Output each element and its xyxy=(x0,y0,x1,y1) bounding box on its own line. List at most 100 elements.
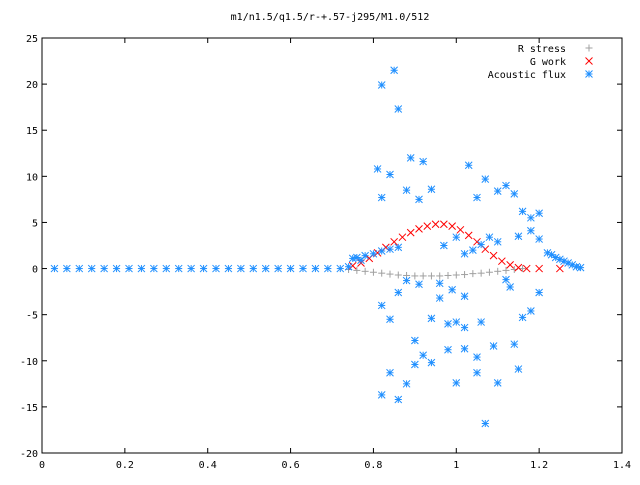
data-point xyxy=(477,318,485,326)
data-point xyxy=(452,233,461,242)
data-point xyxy=(502,181,510,190)
data-point xyxy=(519,265,527,273)
data-point xyxy=(415,195,423,204)
data-point xyxy=(435,294,444,302)
x-tick-label: 0 xyxy=(39,460,45,471)
data-point xyxy=(344,262,353,271)
data-point xyxy=(460,292,469,301)
data-point xyxy=(137,264,146,273)
data-point xyxy=(377,301,386,310)
data-point xyxy=(502,266,510,274)
data-point xyxy=(494,267,502,275)
data-point xyxy=(518,207,527,216)
data-point xyxy=(369,268,377,276)
y-tick-label: 15 xyxy=(26,126,38,137)
data-point xyxy=(473,193,481,202)
data-point xyxy=(415,280,423,289)
data-point xyxy=(527,226,535,235)
data-point xyxy=(556,264,564,273)
data-point xyxy=(286,264,295,273)
data-point xyxy=(87,264,96,273)
data-point xyxy=(394,288,403,297)
data-point xyxy=(452,318,461,326)
y-tick-label: -20 xyxy=(20,449,38,460)
data-point xyxy=(514,263,523,272)
data-point xyxy=(402,186,411,195)
data-point xyxy=(535,209,543,218)
y-tick-label: 25 xyxy=(26,34,38,45)
data-point xyxy=(377,193,386,202)
data-point xyxy=(390,66,398,75)
series-acoustic-flux xyxy=(50,66,585,428)
data-point xyxy=(398,233,407,242)
data-point xyxy=(402,379,411,388)
data-point xyxy=(299,264,307,273)
data-point xyxy=(406,228,415,237)
data-point xyxy=(353,266,361,274)
data-point xyxy=(224,264,233,273)
legend: R stress G work Acoustic flux xyxy=(488,44,593,81)
data-point xyxy=(460,323,469,332)
data-point xyxy=(464,161,473,170)
data-point xyxy=(436,272,444,280)
data-point xyxy=(518,313,527,322)
y-tick-label: 20 xyxy=(26,80,38,91)
data-point xyxy=(527,307,535,315)
data-point xyxy=(390,237,398,246)
data-point xyxy=(394,243,403,252)
data-point xyxy=(444,345,452,354)
data-point xyxy=(406,154,415,162)
x-tick-label: 0.8 xyxy=(364,460,382,471)
chart-title: m1/n1.5/q1.5/r-+.57-j295/M1.0/512 xyxy=(231,12,430,23)
data-point xyxy=(452,379,461,387)
data-point xyxy=(249,264,258,273)
data-point xyxy=(415,225,423,233)
data-point xyxy=(440,220,448,229)
data-point xyxy=(427,358,436,367)
data-point xyxy=(237,264,245,273)
data-point xyxy=(377,247,386,255)
data-point xyxy=(369,249,378,258)
data-point xyxy=(493,379,502,387)
data-point xyxy=(336,264,345,273)
data-point xyxy=(481,419,490,428)
data-point xyxy=(456,225,465,234)
data-point xyxy=(261,264,270,273)
x-tick-label: 1.2 xyxy=(530,460,548,471)
y-tick-label: 5 xyxy=(32,218,38,229)
data-point xyxy=(510,190,519,198)
data-point xyxy=(498,257,506,266)
data-point xyxy=(473,368,481,377)
data-point xyxy=(444,271,452,279)
data-point xyxy=(469,246,477,254)
data-point xyxy=(489,251,498,260)
data-point xyxy=(419,351,427,360)
x-tick-label: 0.6 xyxy=(282,460,300,471)
data-point xyxy=(477,240,485,249)
y-tick-label: -5 xyxy=(26,311,38,322)
data-point xyxy=(576,263,585,272)
data-point xyxy=(485,268,493,276)
y-tick-label: -10 xyxy=(20,357,38,368)
data-point xyxy=(485,233,494,242)
x-tick-label: 1.4 xyxy=(613,460,631,471)
data-point xyxy=(199,264,208,273)
data-point xyxy=(373,165,382,173)
data-point xyxy=(572,262,581,271)
data-point xyxy=(448,222,456,230)
data-point xyxy=(386,315,394,324)
data-point xyxy=(461,271,469,279)
data-point xyxy=(386,270,394,278)
data-point xyxy=(427,185,436,194)
data-point xyxy=(431,220,440,229)
data-point xyxy=(481,175,490,183)
data-point xyxy=(274,264,282,273)
data-point xyxy=(386,245,394,254)
data-point xyxy=(50,264,59,273)
legend-label: G work xyxy=(530,57,566,68)
data-point xyxy=(411,272,419,280)
data-point xyxy=(464,231,473,240)
data-point xyxy=(112,264,121,273)
data-point xyxy=(435,279,444,288)
